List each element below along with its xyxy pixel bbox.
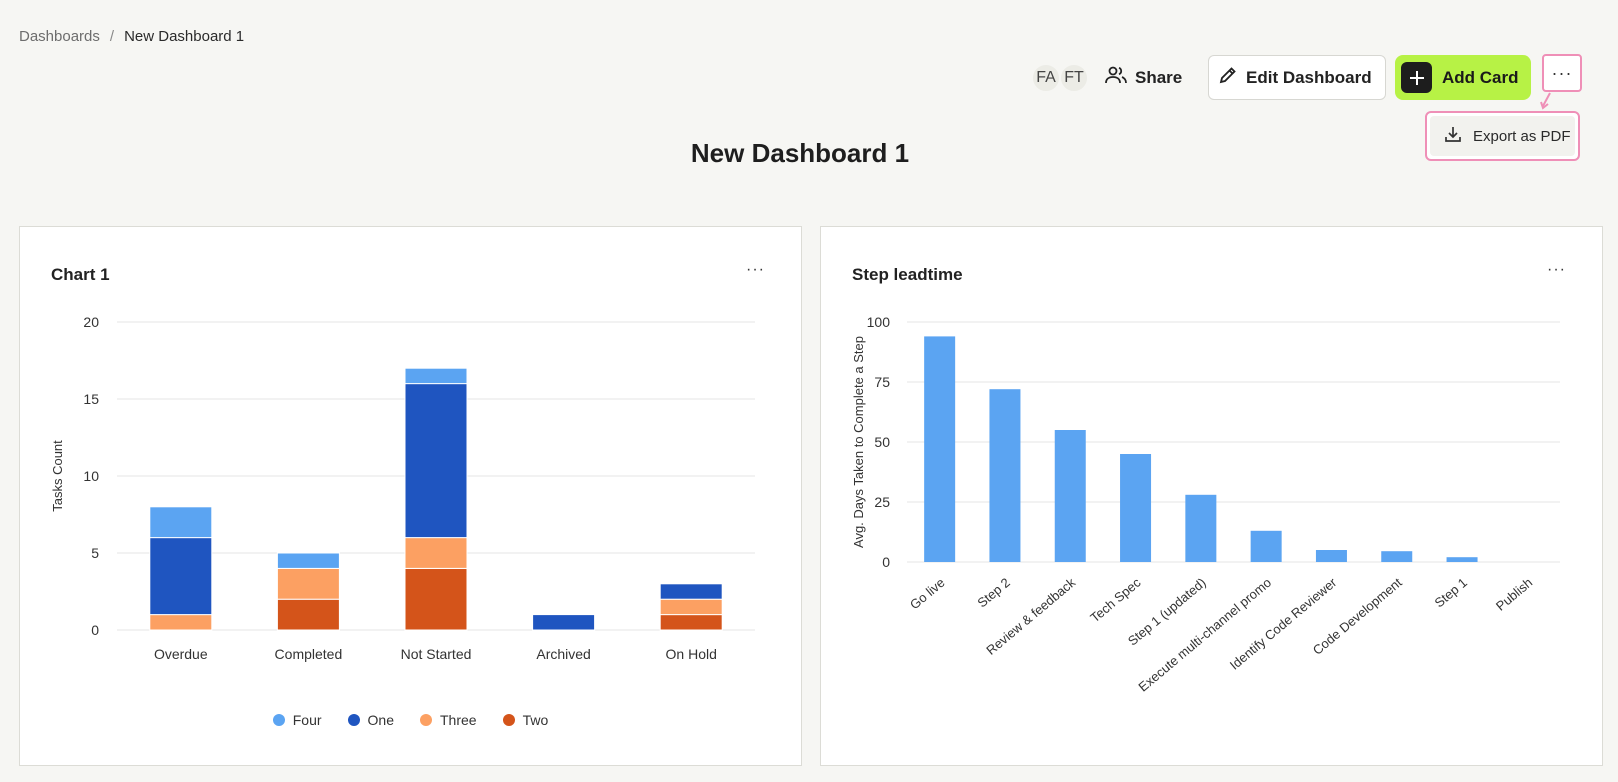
card-title: Step leadtime: [852, 265, 963, 284]
bar: [1185, 494, 1217, 562]
y-tick-label: 5: [91, 545, 99, 561]
legend-item[interactable]: Two: [502, 712, 549, 728]
y-tick-label: 50: [874, 434, 890, 450]
y-tick-label: 25: [874, 494, 890, 510]
legend-dot-icon: [347, 714, 360, 726]
bar-segment-three: [276, 567, 340, 600]
x-tick-label: Execute multi-channel promo: [1135, 575, 1274, 695]
breadcrumb: Dashboards / New Dashboard 1: [19, 28, 244, 45]
chart-card-2: Step leadtime ··· 0 25 50 75 100 Avg. Days Ta…: [820, 226, 1603, 766]
legend-label: Four: [292, 712, 322, 728]
legend-item[interactable]: Four: [272, 712, 322, 728]
chart-legend: Four One Three Two: [20, 712, 801, 728]
x-tick-label: Completed: [275, 646, 343, 662]
bar-segment-one: [404, 383, 468, 539]
y-tick-label: 15: [83, 391, 99, 407]
bar: [1446, 557, 1478, 562]
export-pdf-label: Export as PDF: [1473, 127, 1571, 145]
legend-label: One: [367, 712, 394, 728]
edit-dashboard-button[interactable]: Edit Dashboard: [1208, 55, 1386, 100]
bar: [1250, 530, 1282, 562]
connector-arrow-icon: [1540, 92, 1551, 110]
y-tick-label: 75: [874, 374, 890, 390]
y-tick-label: 100: [867, 314, 891, 330]
x-tick-label: Publish: [1493, 575, 1535, 614]
breadcrumb-current: New Dashboard 1: [124, 28, 245, 45]
x-tick-label: Archived: [536, 646, 590, 662]
add-card-button[interactable]: Add Card: [1395, 55, 1531, 100]
y-axis-label: Tasks Count: [50, 440, 65, 512]
y-tick-label: 20: [83, 314, 99, 330]
legend-dot-icon: [272, 714, 285, 726]
card-menu-button[interactable]: ···: [746, 261, 765, 278]
share-users-icon: [1105, 66, 1127, 89]
x-tick-label: Tech Spec: [1087, 574, 1144, 625]
bar-segment-three: [149, 614, 213, 631]
bar-segment-four: [276, 552, 340, 569]
bar-segment-one: [532, 614, 596, 631]
legend-item[interactable]: Three: [420, 712, 477, 728]
y-tick-label: 0: [91, 622, 99, 638]
bar-segment-two: [404, 567, 468, 631]
x-tick-label: Overdue: [154, 646, 208, 662]
legend-dot-icon: [502, 714, 515, 726]
x-tick-label: Step 2: [974, 575, 1012, 611]
stacked-bar-chart: 0 5 10 15 20 Tasks Count Overdue Completed Not S…: [50, 314, 755, 662]
bar-segment-four: [404, 367, 468, 385]
avatar[interactable]: FT: [1059, 62, 1089, 93]
x-tick-label: Go live: [907, 575, 948, 613]
bar-segment-three: [659, 598, 723, 616]
y-tick-label: 0: [882, 554, 890, 570]
x-tick-label: On Hold: [666, 646, 717, 662]
export-dropdown-menu: Export as PDF: [1425, 111, 1580, 161]
edit-dashboard-label: Edit Dashboard: [1246, 67, 1372, 87]
x-tick-label: Not Started: [401, 646, 472, 662]
legend-label: Two: [522, 712, 549, 728]
bar: [1381, 551, 1413, 562]
bar: [989, 389, 1021, 562]
share-button[interactable]: Share: [1105, 66, 1182, 89]
bar-segment-one: [659, 583, 723, 600]
bar: [1315, 550, 1347, 562]
add-card-label: Add Card: [1442, 67, 1519, 87]
page-title: New Dashboard 1: [690, 138, 910, 168]
x-tick-label: Step 1: [1432, 575, 1470, 611]
download-icon: [1444, 125, 1462, 147]
plus-icon: [1401, 62, 1432, 93]
chart-card-1: Chart 1 ··· 0 5 10 15 20 Tasks Count Overdue Co…: [19, 226, 802, 766]
bar: [1054, 430, 1086, 562]
y-axis-label: Avg. Days Taken to Complete a Step: [851, 336, 866, 548]
bar: [924, 336, 956, 562]
pencil-icon: [1219, 66, 1237, 89]
avatar[interactable]: FA: [1031, 62, 1061, 93]
bar: [1120, 454, 1152, 562]
bar-segment-three: [404, 537, 468, 569]
breadcrumb-dashboards-link[interactable]: Dashboards: [19, 28, 100, 45]
bar-segment-one: [149, 537, 213, 616]
more-options-button[interactable]: ···: [1542, 54, 1582, 92]
y-tick-label: 10: [83, 468, 99, 484]
breadcrumb-separator: /: [109, 28, 115, 45]
bar-segment-four: [149, 506, 213, 539]
dashboard-toolbar: FA FT Share Edit Dashboard Add Card ···: [1031, 54, 1582, 100]
legend-dot-icon: [420, 714, 432, 726]
card-menu-button[interactable]: ···: [1547, 261, 1566, 278]
legend-label: Three: [440, 712, 477, 728]
x-tick-label: Identify Code Reviewer: [1227, 574, 1340, 672]
export-pdf-menu-item[interactable]: Export as PDF: [1430, 116, 1575, 156]
bar-segment-two: [276, 598, 340, 631]
share-label: Share: [1135, 67, 1183, 87]
bar-segment-two: [659, 614, 723, 631]
legend-item[interactable]: One: [347, 712, 394, 728]
card-title: Chart 1: [51, 265, 110, 284]
